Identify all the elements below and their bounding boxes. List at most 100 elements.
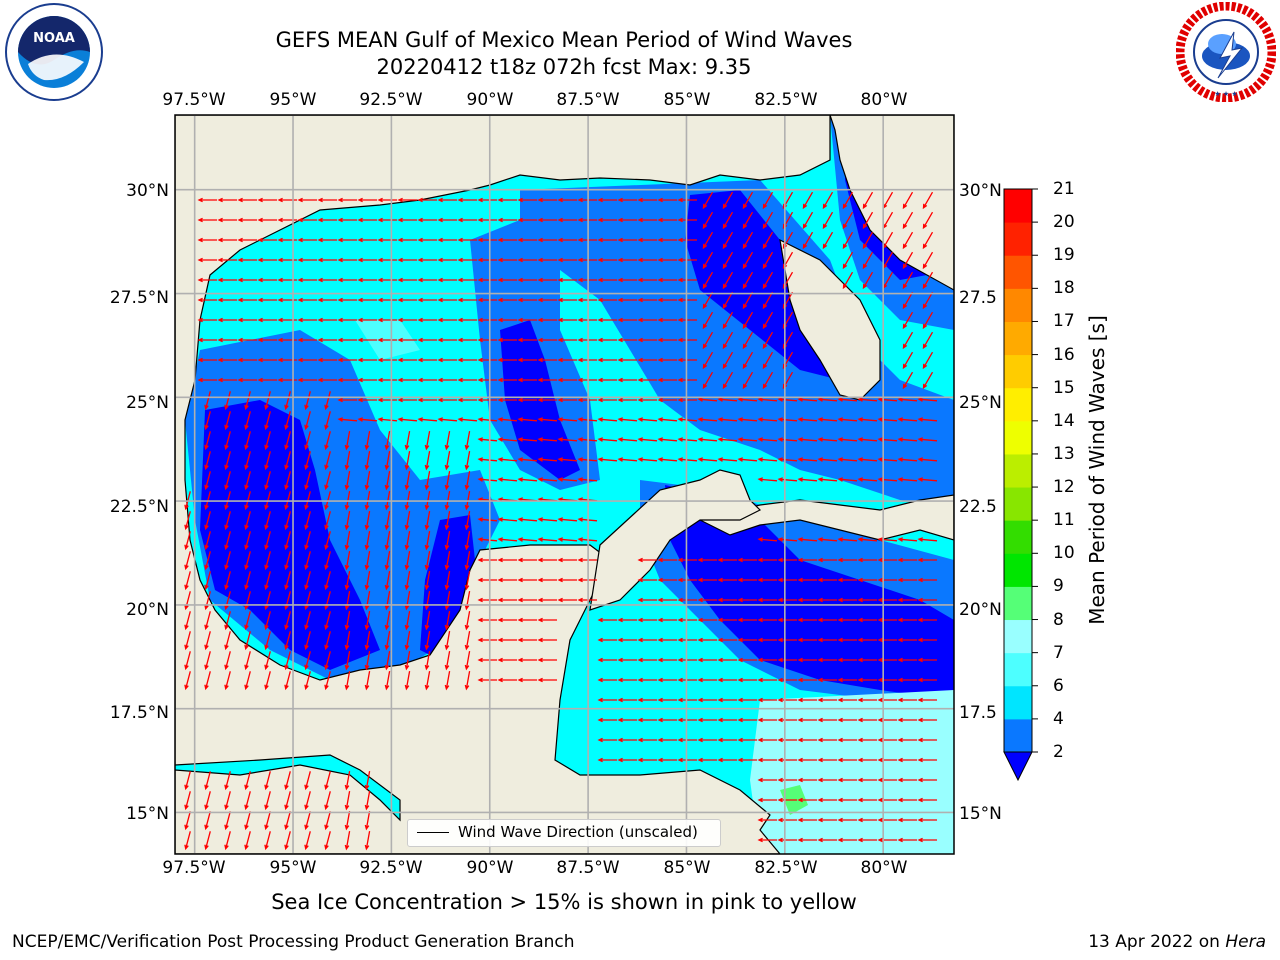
x-tick-bottom: 85°W [663,858,711,878]
wave-direction-arrow [417,397,437,403]
wave-direction-arrow [697,637,717,643]
wave-direction-arrow [344,430,351,451]
wave-direction-arrow [537,677,557,683]
wave-direction-arrow [304,571,311,591]
wave-direction-arrow [324,391,331,411]
wave-direction-arrow [497,577,517,583]
wind-wave-arrows [184,191,938,851]
wave-direction-arrow [617,277,637,283]
wave-direction-arrow [597,717,617,723]
wave-direction-arrow [184,611,191,631]
wave-direction-arrow [304,791,311,811]
wave-direction-arrow [477,557,497,563]
wave-direction-arrow [677,317,697,323]
wave-direction-arrow [257,217,277,223]
wave-direction-arrow [404,490,411,511]
wave-direction-arrow [404,530,411,551]
wave-direction-arrow [742,311,754,330]
wave-direction-arrow [637,357,657,363]
wave-direction-arrow [284,411,291,431]
wave-direction-arrow [762,191,774,210]
wave-direction-arrow [517,657,537,663]
colorbar-tick: 10 [1053,543,1075,564]
wave-direction-arrow [457,357,477,363]
x-tick-bottom: 80°W [860,858,908,878]
land-yucatan [589,469,762,611]
wave-direction-arrow [284,431,291,451]
wave-direction-arrow [722,211,734,230]
wave-direction-arrow [404,630,411,651]
wave-direction-arrow [697,757,717,763]
wave-direction-arrow [204,591,211,611]
wave-direction-arrow [437,197,457,203]
wave-direction-arrow [797,717,817,723]
wave-direction-arrow [617,437,638,442]
wave-direction-arrow [617,317,637,323]
wave-direction-arrow [617,657,637,663]
wave-direction-arrow [717,417,738,422]
wave-direction-arrow [897,397,918,402]
wave-direction-arrow [297,357,317,363]
wave-direction-arrow [297,297,317,303]
wave-direction-arrow [224,431,231,451]
wave-direction-arrow [797,797,817,803]
wave-direction-arrow [477,597,497,603]
colorbar-tick: 16 [1053,344,1075,365]
wave-direction-arrow [677,577,697,583]
wave-direction-arrow [277,337,297,343]
wave-direction-arrow [517,317,537,323]
wave-direction-arrow [657,757,677,763]
y-tick-right: 22.5 [959,497,997,517]
wave-direction-arrow [557,357,577,363]
wave-direction-arrow [457,197,477,203]
wave-direction-arrow [244,491,251,511]
wave-direction-arrow [902,271,914,290]
wave-direction-arrow [817,537,838,542]
wave-direction-arrow [897,537,918,542]
wave-direction-arrow [817,617,837,623]
wave-direction-arrow [702,271,714,290]
wave-direction-arrow [417,277,437,283]
colorbar-bin [1004,255,1032,289]
wave-direction-arrow [264,471,271,491]
wave-direction-arrow [702,291,714,310]
wave-direction-arrow [722,311,734,330]
wave-direction-arrow [197,277,217,283]
wave-direction-arrow [397,237,417,243]
wave-direction-arrow [877,757,897,763]
wave-direction-arrow [557,317,577,323]
wave-direction-arrow [557,417,578,422]
wave-direction-arrow [477,257,497,263]
wave-direction-arrow [244,451,251,471]
wave-direction-arrow [657,277,677,283]
wave-direction-arrow [757,757,777,763]
wave-direction-arrow [284,531,291,551]
wave-direction-arrow [677,377,697,383]
wave-direction-arrow [797,617,817,623]
wave-direction-arrow [657,337,677,343]
wave-direction-arrow [304,651,311,671]
wave-direction-arrow [797,757,817,763]
wave-direction-arrow [324,831,331,851]
wave-direction-arrow [857,477,878,482]
wave-direction-arrow [464,490,471,511]
wave-direction-arrow [217,277,237,283]
wave-direction-arrow [457,397,477,403]
wave-direction-arrow [857,657,877,663]
wave-direction-arrow [244,611,251,631]
wave-direction-arrow [677,397,697,403]
wave-direction-arrow [277,317,297,323]
wave-direction-arrow [837,777,857,783]
wave-direction-arrow [417,257,437,263]
wave-direction-arrow [897,797,917,803]
wave-direction-arrow [902,291,914,310]
wave-direction-arrow [277,277,297,283]
wave-direction-arrow [364,810,371,831]
wave-direction-arrow [697,597,717,603]
wave-direction-arrow [244,391,251,411]
wave-direction-arrow [637,417,658,422]
wave-direction-arrow [444,470,451,491]
wave-direction-arrow [777,397,798,402]
wave-direction-arrow [897,657,917,663]
wave-direction-arrow [284,831,291,851]
